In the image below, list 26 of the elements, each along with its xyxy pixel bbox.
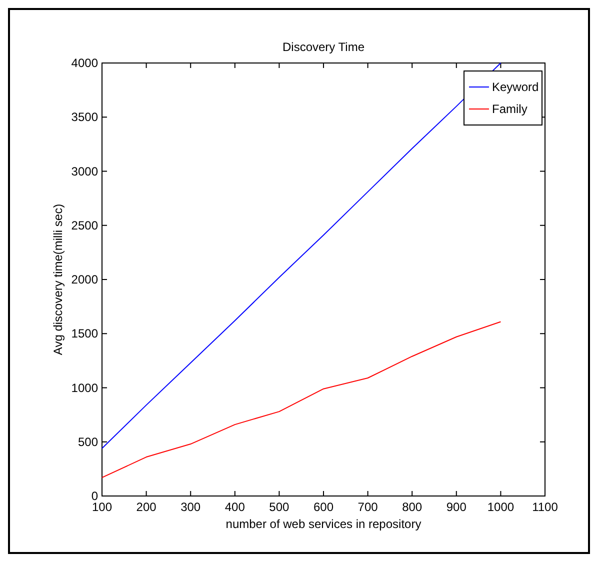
y-tick-label: 0 — [91, 489, 98, 503]
x-tick-label: 600 — [313, 500, 334, 514]
x-tick-label: 500 — [269, 500, 290, 514]
y-axis-title: Avg discovery time(milli sec) — [51, 204, 65, 356]
y-tick-label: 2500 — [71, 218, 98, 232]
y-tick-label: 2000 — [71, 272, 98, 286]
y-tick-label: 1000 — [71, 380, 98, 395]
x-tick-label: 700 — [358, 500, 378, 514]
line-series — [102, 321, 502, 478]
x-tick-label: 1100 — [532, 500, 558, 514]
x-tick-label: 800 — [402, 500, 422, 514]
x-tick-label: 900 — [446, 500, 467, 514]
chart-title: Discovery Time — [282, 40, 365, 54]
x-axis-title: number of web services in repository — [226, 517, 422, 531]
y-tick-label: 4000 — [71, 56, 98, 70]
legend-label: Keyword — [492, 80, 539, 94]
y-tick-label: 500 — [78, 434, 98, 449]
x-tick-label: 100 — [92, 500, 112, 514]
x-tick-label: 1000 — [487, 500, 514, 514]
y-tick-label: 1500 — [71, 326, 98, 341]
x-tick-label: 300 — [180, 500, 201, 514]
legend-label: Family — [492, 102, 528, 116]
y-tick-label: 3500 — [71, 110, 98, 124]
x-tick-label: 200 — [136, 500, 157, 514]
x-tick-label: 400 — [224, 500, 246, 514]
y-tick-label: 3000 — [71, 164, 98, 178]
